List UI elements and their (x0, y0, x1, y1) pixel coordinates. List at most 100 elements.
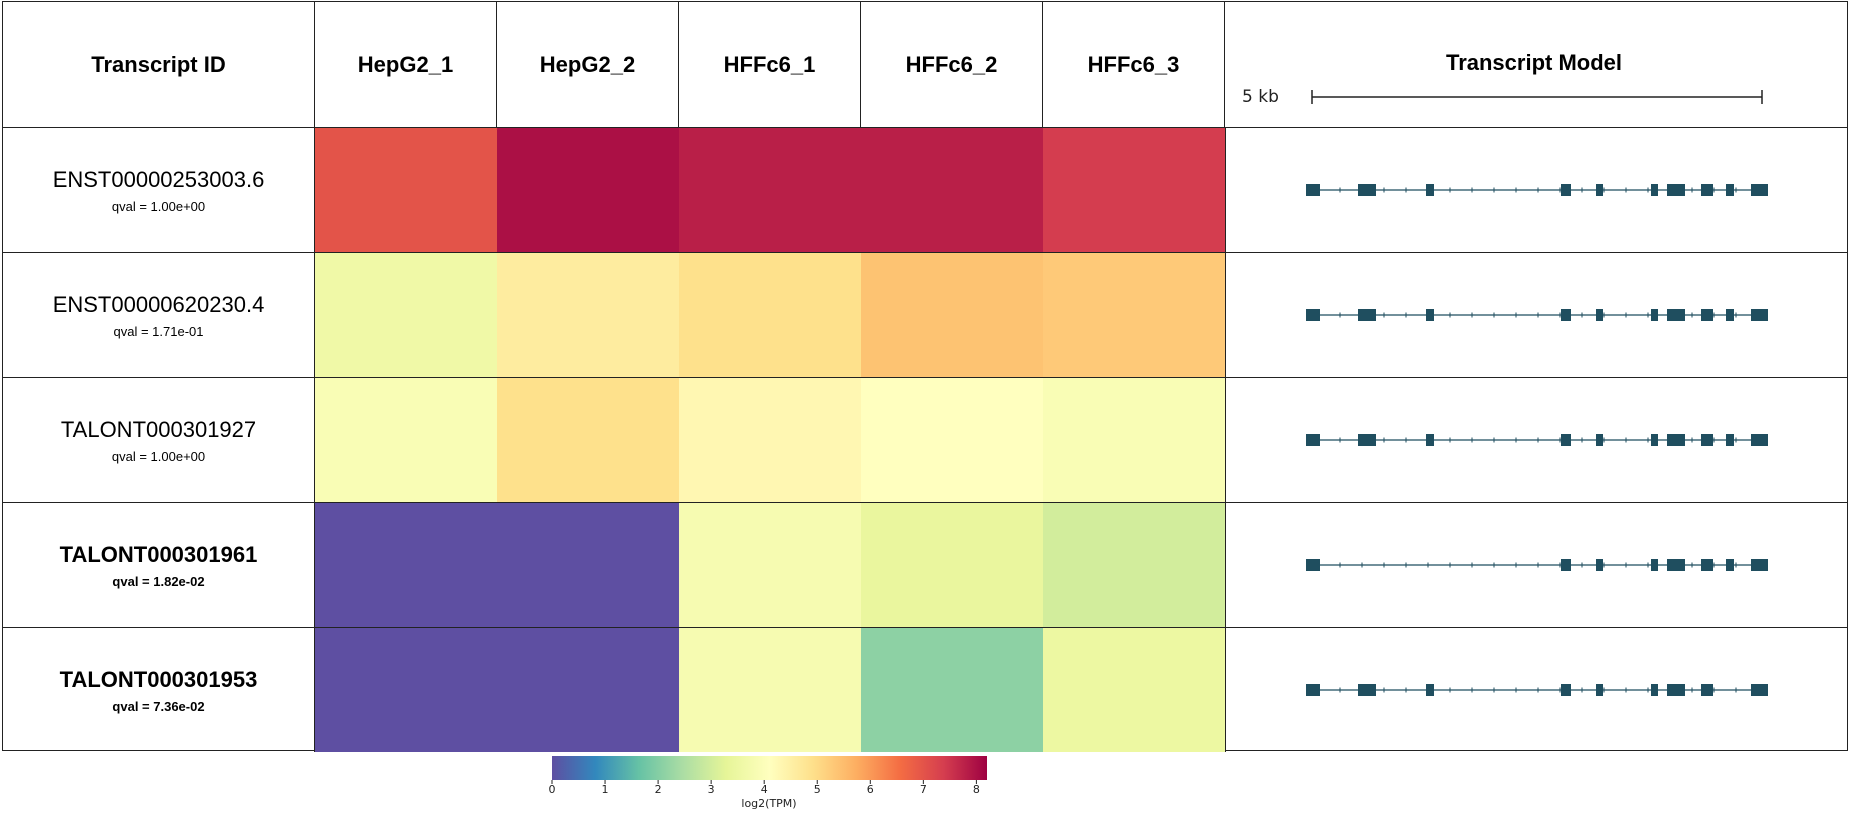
header-transcript-id: Transcript ID (3, 2, 315, 127)
transcript-qval: qval = 1.71e-01 (113, 323, 204, 339)
heatmap-cell (1043, 128, 1225, 252)
exon-block (1726, 309, 1734, 321)
heatmap-cell (861, 128, 1043, 252)
table-row: TALONT000301927 qval = 1.00e+00 (3, 377, 1847, 502)
heatmap-cell (315, 128, 497, 252)
transcript-model-cell (1225, 253, 1847, 377)
transcript-model-graphic (1306, 559, 1768, 571)
exon-block (1651, 434, 1658, 446)
exon-block (1701, 684, 1713, 696)
exon-block (1726, 434, 1734, 446)
heatmap-cell (861, 628, 1043, 752)
exon-block (1426, 184, 1434, 196)
exon-block (1667, 684, 1685, 696)
header-sample-3: HFFc6_1 (679, 2, 861, 127)
transcript-model-cell (1225, 503, 1847, 627)
transcript-id-cell: TALONT000301961 qval = 1.82e-02 (3, 503, 315, 627)
colorbar-tick-label: 2 (655, 783, 662, 796)
transcript-id-cell: TALONT000301927 qval = 1.00e+00 (3, 378, 315, 502)
heatmap-cell (679, 378, 861, 502)
exon-block (1561, 434, 1571, 446)
colorbar-tick-label: 5 (814, 783, 821, 796)
heatmap-cell (679, 253, 861, 377)
transcript-model-graphic (1306, 184, 1768, 196)
colorbar-tick-label: 8 (973, 783, 980, 796)
colorbar-tick-label: 0 (549, 783, 556, 796)
exon-block (1306, 434, 1320, 446)
heatmap-cell (861, 503, 1043, 627)
table-row: ENST00000253003.6 qval = 1.00e+00 (3, 127, 1847, 252)
heatmap-cell (315, 378, 497, 502)
transcript-model-cell (1225, 128, 1847, 252)
exon-block (1596, 559, 1603, 571)
exon-block (1751, 559, 1768, 571)
heatmap-cell (315, 503, 497, 627)
exon-block (1596, 684, 1603, 696)
header-transcript-model: Transcript Model (1446, 50, 1622, 75)
exon-block (1751, 184, 1768, 196)
exon-block (1426, 434, 1434, 446)
exon-block (1651, 309, 1658, 321)
transcript-qval: qval = 1.00e+00 (111, 198, 206, 214)
exon-block (1358, 184, 1376, 196)
exon-block (1358, 309, 1376, 321)
heatmap-cell (1043, 503, 1225, 627)
exon-block (1596, 309, 1603, 321)
heatmap-table: Transcript ID HepG2_1 HepG2_2 HFFc6_1 HF… (2, 1, 1848, 752)
exon-block (1726, 559, 1734, 571)
exon-block (1596, 434, 1603, 446)
transcript-model-graphic (1306, 684, 1768, 696)
exon-block (1306, 559, 1320, 571)
colorbar-tick-label: 3 (708, 783, 715, 796)
header-sample-4: HFFc6_2 (861, 2, 1043, 127)
exon-block (1561, 559, 1571, 571)
exon-block (1306, 309, 1320, 321)
heatmap-cell (861, 253, 1043, 377)
heatmap-cell (497, 128, 679, 252)
transcript-qval: qval = 1.82e-02 (112, 573, 205, 589)
exon-block (1751, 684, 1768, 696)
heatmap-cell (315, 253, 497, 377)
exon-block (1651, 184, 1658, 196)
colorbar-label: log2(TPM) (741, 797, 796, 810)
colorbar-tick-label: 1 (602, 783, 609, 796)
heatmap-cell (679, 628, 861, 752)
header-sample-1: HepG2_1 (315, 2, 497, 127)
transcript-qval: qval = 7.36e-02 (112, 698, 205, 714)
heatmap-cell (679, 503, 861, 627)
exon-block (1561, 184, 1571, 196)
exon-block (1651, 559, 1658, 571)
heatmap-cell (497, 628, 679, 752)
transcript-model-graphic (1306, 434, 1768, 446)
colorbar-tick-label: 7 (920, 783, 927, 796)
exon-block (1667, 184, 1685, 196)
heatmap-cell (497, 503, 679, 627)
exon-block (1358, 434, 1376, 446)
exon-block (1667, 309, 1685, 321)
heatmap-cell (861, 378, 1043, 502)
transcript-id-cell: ENST00000620230.4 qval = 1.71e-01 (3, 253, 315, 377)
table-row: TALONT000301953 qval = 7.36e-02 (3, 627, 1847, 752)
colorbar: 0 1 2 3 4 5 6 7 8 log2(TPM) (549, 756, 987, 810)
transcript-model-header: Transcript Model 5 kb (1242, 50, 1763, 107)
exon-block (1306, 184, 1320, 196)
table-row: TALONT000301961 qval = 1.82e-02 (3, 502, 1847, 627)
transcript-id-cell: ENST00000253003.6 qval = 1.00e+00 (3, 128, 315, 252)
exon-block (1596, 184, 1603, 196)
exon-block (1701, 559, 1713, 571)
transcript-model-cell (1225, 378, 1847, 502)
transcript-id-cell: TALONT000301953 qval = 7.36e-02 (3, 628, 315, 752)
exon-block (1561, 309, 1571, 321)
colorbar-gradient (552, 756, 987, 780)
exon-block (1667, 434, 1685, 446)
exon-block (1667, 559, 1685, 571)
exon-block (1306, 684, 1320, 696)
exon-block (1726, 184, 1734, 196)
exon-block (1701, 434, 1713, 446)
colorbar-tick-label: 4 (761, 783, 768, 796)
exon-block (1701, 309, 1713, 321)
exon-block (1358, 684, 1376, 696)
heatmap-cell (497, 253, 679, 377)
heatmap-cell (679, 128, 861, 252)
